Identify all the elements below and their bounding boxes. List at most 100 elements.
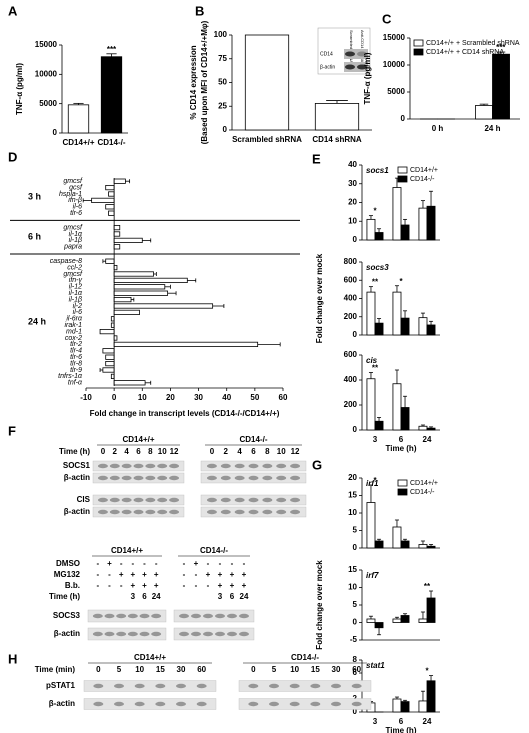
x-tick-label: 6 [399,435,404,444]
bar [418,425,428,431]
blot-band [289,701,300,707]
bar [374,540,384,549]
blot-row-label: SOCS1 [63,461,91,470]
header-cell: 12 [291,447,300,456]
header-cell: - [143,559,146,568]
bar [113,380,146,386]
y-tick-label: 0 [353,543,358,552]
blot-row-label: CIS [77,495,91,504]
category-label: ccl-2 [67,264,82,271]
y-tick-label: 5 [353,526,358,535]
header-cell: + [206,570,211,579]
blot-band [234,509,245,515]
blot-band [109,463,120,469]
blot-band [92,631,103,637]
blot-band [179,631,189,637]
blot-band [310,683,321,689]
header-cell: - [155,559,158,568]
header-cell: 60 [352,665,361,674]
legend-label: CD14-/- [410,489,435,496]
blot-band [92,613,103,619]
category-label: tnfrs-1α [58,373,83,380]
blot-band [133,475,144,481]
header-cell: 10 [135,665,144,674]
blot-strip [173,627,255,641]
bar [113,309,140,316]
x-tick-label: 6 [399,717,404,726]
header-cell: 6 [251,447,256,456]
bar [67,104,90,134]
y-tick-label: 600 [344,275,358,284]
blot-band [133,463,144,469]
y-tick-label: 0 [353,425,358,434]
header-cell: - [183,570,186,579]
blot-band [169,463,180,469]
blot-band [134,683,145,689]
category-label: irak-1 [64,322,82,329]
blot-band [116,631,127,637]
bar [91,197,115,203]
subplot-title: stat1 [366,661,385,670]
blot-band [114,701,124,707]
bar [314,103,360,131]
blot-band [157,509,168,515]
header-cell: + [130,581,135,590]
annotation: * [373,207,377,216]
blot-band [134,701,145,707]
blot-band [93,701,104,707]
category-label: il-6 [73,204,82,211]
panel-label: H [8,651,17,666]
inset-row-label: β-actin [320,64,335,70]
header-row-label: MG132 [54,570,81,579]
header-cell: + [194,559,199,568]
bar [105,184,115,191]
blot-band [121,497,132,503]
category-label: tlr-9 [70,367,82,374]
header-row-label: Time (h) [59,447,90,456]
blot-strip [238,698,372,710]
bar [113,264,118,271]
header-cell: - [219,559,222,568]
annotation: * [399,277,403,286]
blot-band [155,683,166,689]
header-cell: - [120,581,123,590]
subplot-title: irf1 [366,479,379,488]
header-cell: 15 [311,665,320,674]
legend-label: CD14+/+ + Scrambled shRNA [426,40,520,47]
panel-label: E [312,151,321,166]
blot-band [220,497,231,503]
blot-strip [344,49,368,59]
bar [418,700,428,713]
blot-strip [83,698,217,710]
blot-row-label: β-actin [54,629,80,638]
blot-band [169,509,180,515]
y-tick-label: 0 [353,330,358,339]
header-cell: 12 [170,447,179,456]
blot-band [234,463,245,469]
bar [418,317,428,336]
blot-band [276,463,287,469]
y-tick-label: 10 [348,583,357,592]
bar [426,680,436,713]
x-tick-label: CD14-/- [97,138,125,147]
bar [426,597,436,623]
subplot-title: socs3 [366,263,389,272]
panel-label: A [8,3,18,18]
blot-band [191,613,201,619]
header-cell: + [230,581,235,590]
header-cell: - [131,559,134,568]
blot-band [203,631,213,637]
blot-band [179,613,189,619]
bar [110,373,115,380]
category-label: gmcsf [63,271,83,278]
header-cell: + [154,570,159,579]
bar [392,618,402,623]
header-cell: - [207,581,210,590]
x-tick-label: 3 [373,435,378,444]
blot-band [269,701,279,707]
blot-band [276,509,287,515]
blot-band [127,631,138,637]
category-label: il-1α [69,231,83,238]
header-cell: - [183,559,186,568]
blot-band [234,475,245,481]
